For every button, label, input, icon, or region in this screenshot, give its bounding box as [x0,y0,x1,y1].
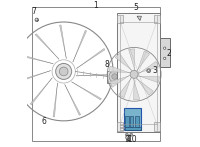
Bar [125,127,141,130]
Circle shape [131,134,132,135]
Polygon shape [115,54,132,70]
Circle shape [125,133,128,136]
Bar [117,15,123,24]
Circle shape [59,67,68,76]
Bar [130,116,133,127]
Polygon shape [137,51,150,71]
Circle shape [112,74,117,79]
Bar [154,122,160,131]
Polygon shape [137,16,141,21]
Bar [107,71,117,83]
Circle shape [126,134,128,135]
Polygon shape [30,78,52,105]
Text: 8: 8 [104,60,109,69]
Polygon shape [76,49,105,69]
Circle shape [147,69,151,73]
Bar [160,38,170,67]
Polygon shape [20,55,53,64]
Polygon shape [137,78,153,95]
Text: 6: 6 [42,117,46,126]
Polygon shape [129,49,135,70]
Polygon shape [110,75,130,87]
Polygon shape [119,78,131,98]
Text: 9: 9 [124,135,129,143]
Text: 7: 7 [31,7,36,16]
Polygon shape [60,25,66,59]
Text: 2: 2 [167,50,171,59]
Circle shape [164,47,166,49]
Polygon shape [139,61,158,73]
Bar [124,108,141,130]
Bar [135,116,139,127]
Polygon shape [53,83,58,117]
Polygon shape [72,82,101,100]
Bar [117,13,160,132]
Polygon shape [18,71,51,82]
Circle shape [148,70,150,72]
Polygon shape [139,76,159,83]
Circle shape [35,18,39,22]
Polygon shape [35,34,59,59]
Polygon shape [65,85,81,115]
Circle shape [109,71,120,82]
Text: 4: 4 [125,135,130,143]
Text: 5: 5 [133,3,138,12]
Polygon shape [73,30,87,62]
Circle shape [56,64,72,79]
Polygon shape [134,79,140,100]
Circle shape [130,133,133,136]
Text: 3: 3 [152,66,157,75]
Polygon shape [109,66,130,73]
Text: 1: 1 [93,1,98,10]
Text: 10: 10 [127,135,137,143]
Circle shape [164,57,166,60]
Bar [117,122,123,131]
Bar [125,116,129,127]
Polygon shape [76,74,110,76]
Circle shape [130,70,138,78]
Bar [154,15,160,24]
Bar [32,7,160,141]
